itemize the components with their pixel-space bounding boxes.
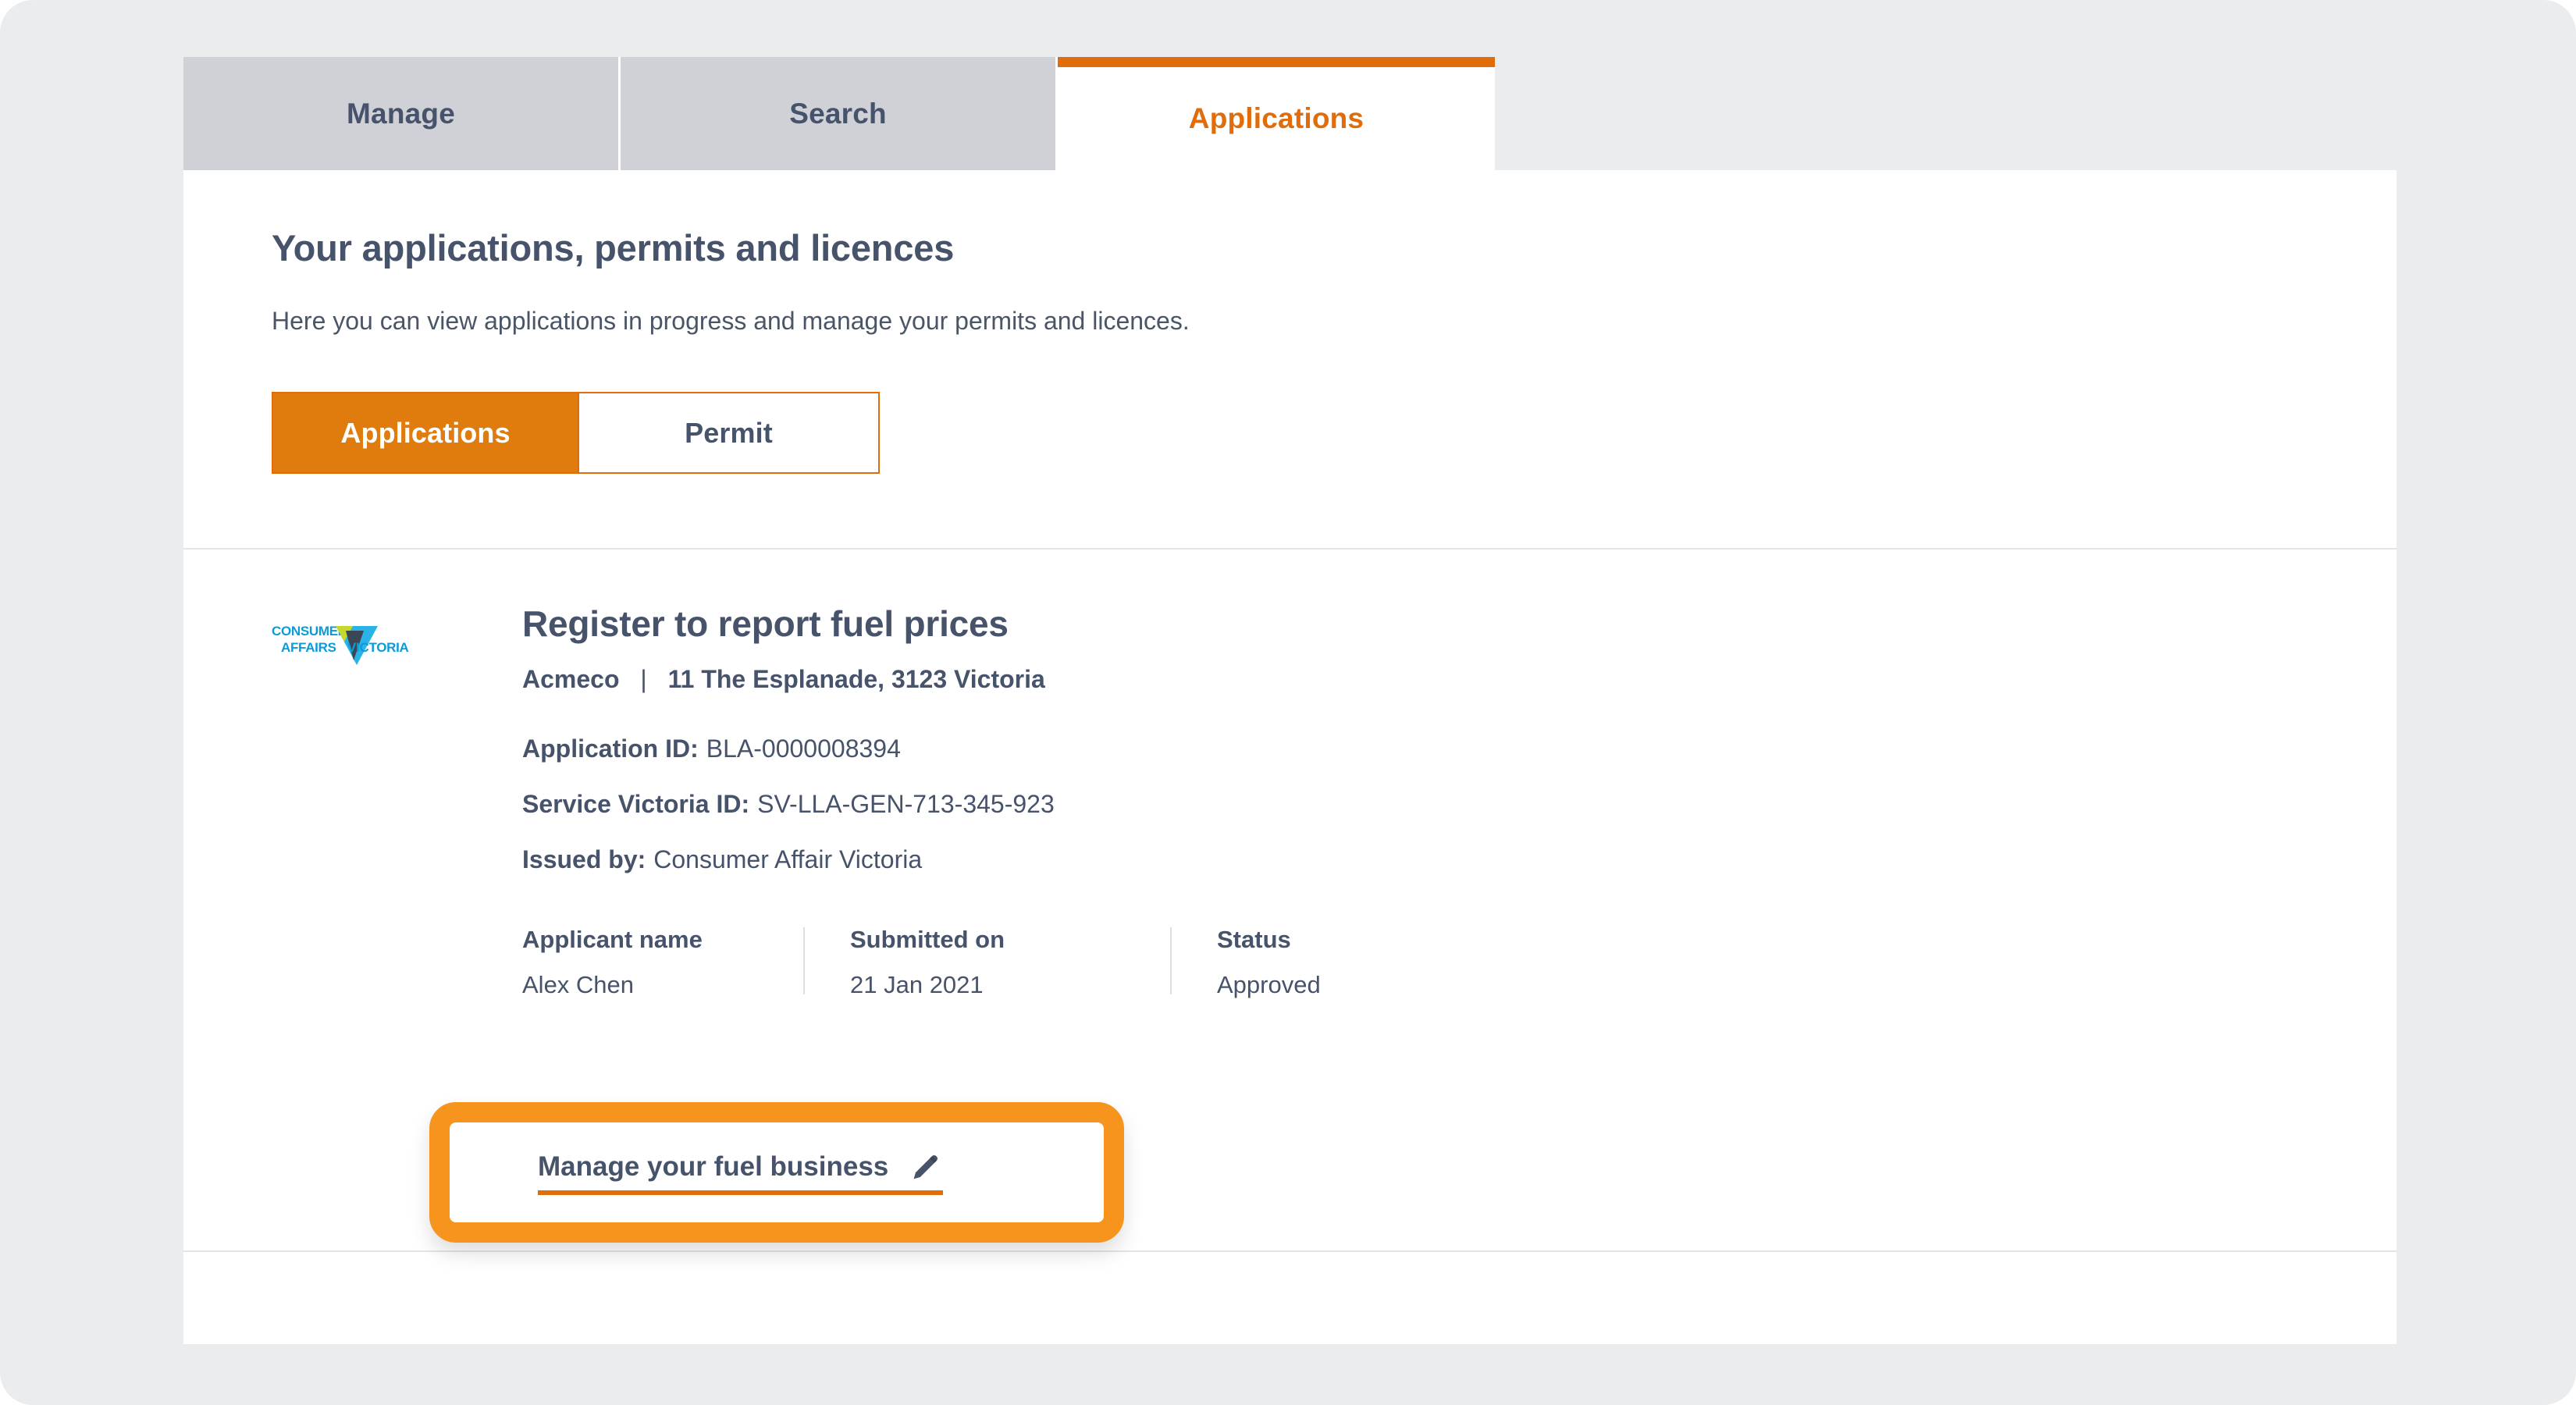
section-divider-top bbox=[183, 548, 2396, 550]
meta-applicant-name: Applicant name Alex Chen bbox=[522, 926, 803, 999]
application-details: Application ID: BLA-0000008394 Service Vi… bbox=[522, 735, 2396, 874]
subtitle-separator: | bbox=[640, 665, 647, 693]
section-divider-bottom bbox=[183, 1250, 2396, 1252]
application-subtitle: Acmeco | 11 The Esplanade, 3123 Victoria bbox=[522, 665, 2396, 694]
meta-applicant-name-label: Applicant name bbox=[522, 926, 703, 953]
tab-manage-label: Manage bbox=[347, 97, 455, 130]
tab-search[interactable]: Search bbox=[621, 57, 1058, 170]
manage-link-highlight: Manage your fuel business bbox=[429, 1102, 1124, 1243]
detail-service-victoria-id-value: SV-LLA-GEN-713-345-923 bbox=[757, 790, 1055, 818]
svg-text:VICTORIA: VICTORIA bbox=[347, 640, 409, 655]
manage-fuel-business-link[interactable]: Manage your fuel business bbox=[538, 1150, 944, 1195]
detail-application-id-label: Application ID: bbox=[522, 735, 699, 763]
business-name: Acmeco bbox=[522, 665, 620, 693]
issuer-logo-column: CONSUMER AFFAIRS VICTORIA bbox=[272, 603, 447, 999]
intro-section: Your applications, permits and licences … bbox=[183, 170, 2396, 474]
segment-permit-label: Permit bbox=[685, 416, 773, 449]
tab-search-label: Search bbox=[789, 97, 887, 130]
detail-issued-by-value: Consumer Affair Victoria bbox=[653, 845, 923, 873]
tab-manage[interactable]: Manage bbox=[183, 57, 621, 170]
application-meta-row: Applicant name Alex Chen Submitted on 21… bbox=[522, 926, 2396, 999]
meta-status: Status Approved bbox=[1170, 926, 1482, 999]
meta-applicant-name-value: Alex Chen bbox=[522, 971, 635, 998]
segment-applications[interactable]: Applications bbox=[273, 393, 578, 472]
page-title: Your applications, permits and licences bbox=[272, 227, 955, 269]
main-tab-bar: Manage Search Applications bbox=[183, 57, 1495, 170]
application-card-body: Register to report fuel prices Acmeco | … bbox=[447, 603, 2396, 999]
svg-text:CONSUMER: CONSUMER bbox=[272, 624, 347, 638]
tab-applications-label: Applications bbox=[1188, 102, 1364, 134]
detail-issued-by-label: Issued by: bbox=[522, 845, 646, 873]
segmented-control: Applications Permit bbox=[272, 392, 880, 474]
application-card: CONSUMER AFFAIRS VICTORIA Register to re… bbox=[183, 550, 2396, 999]
segment-permit[interactable]: Permit bbox=[578, 393, 878, 472]
meta-submitted-on: Submitted on 21 Jan 2021 bbox=[803, 926, 1170, 999]
manage-fuel-business-label: Manage your fuel business bbox=[538, 1151, 889, 1182]
meta-submitted-on-label: Submitted on bbox=[850, 926, 1005, 953]
business-address: 11 The Esplanade, 3123 Victoria bbox=[667, 665, 1045, 693]
svg-text:AFFAIRS: AFFAIRS bbox=[281, 640, 336, 655]
pencil-icon bbox=[913, 1154, 938, 1179]
tab-applications[interactable]: Applications bbox=[1058, 57, 1495, 170]
detail-application-id-value: BLA-0000008394 bbox=[706, 735, 901, 763]
segment-applications-label: Applications bbox=[340, 416, 511, 449]
application-title: Register to report fuel prices bbox=[522, 603, 1009, 644]
manage-link-underline bbox=[538, 1190, 944, 1195]
status-badge: Approved bbox=[1217, 971, 1321, 998]
detail-service-victoria-id: Service Victoria ID: SV-LLA-GEN-713-345-9… bbox=[522, 790, 2396, 819]
detail-application-id: Application ID: BLA-0000008394 bbox=[522, 735, 2396, 763]
detail-service-victoria-id-label: Service Victoria ID: bbox=[522, 790, 750, 818]
page-subtitle: Here you can view applications in progre… bbox=[272, 307, 1190, 335]
consumer-affairs-victoria-logo: CONSUMER AFFAIRS VICTORIA bbox=[272, 620, 428, 668]
meta-submitted-on-value: 21 Jan 2021 bbox=[850, 971, 984, 998]
meta-status-label: Status bbox=[1217, 926, 1291, 953]
detail-issued-by: Issued by: Consumer Affair Victoria bbox=[522, 845, 2396, 874]
